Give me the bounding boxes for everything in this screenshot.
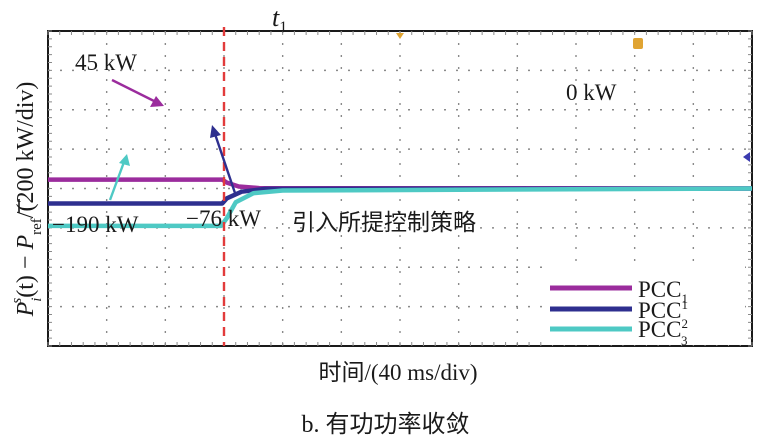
arrow-minus190kw [108, 161, 126, 201]
legend-box [545, 266, 745, 345]
legend-label-2: PCC1 [638, 297, 688, 323]
annotation-45kw: 45 kW [75, 50, 137, 75]
arrowhead-minus76kw [210, 125, 221, 138]
annotation-minus190kw: −190 kW [52, 212, 139, 237]
arrow-minus76kw [213, 133, 238, 197]
x-axis-label: 时间/(40 ms/div) [318, 360, 477, 385]
y-label-t1: (t) − [13, 250, 39, 298]
trigger-marker-icon [396, 33, 404, 39]
channel-marker-icon [633, 38, 643, 49]
annotation-strategy: 引入所提控制策略 [292, 210, 476, 235]
legend-label-3: PCC2 3 [638, 316, 688, 348]
series-line-3 [48, 186, 753, 229]
figure-caption: b. 有功功率收敛 [301, 412, 470, 438]
y-label-p: P [13, 301, 39, 317]
y-label-sub-ref: ref [29, 218, 45, 235]
y-label-pbar: P [13, 235, 39, 251]
level-marker-icon [743, 152, 750, 162]
legend-label-1: PCC1 [638, 277, 688, 306]
y-label-sup-s: s [9, 298, 25, 304]
annotations: 45 kW 0 kW −190 kW −76 kW 引入所提控制策略 [52, 50, 617, 237]
event-label: t1 [272, 3, 287, 36]
legend: PCC1 PCC1 PCC2 3 [545, 266, 745, 348]
arrowhead-45kw [150, 96, 164, 107]
annotation-0kw: 0 kW [566, 80, 617, 105]
y-label-sub-i: i [29, 298, 45, 302]
arrow-45kw [111, 78, 159, 105]
arrowhead-minus190kw [119, 154, 130, 166]
y-label-tail: /(200 kW/div) [13, 82, 39, 219]
y-axis-label: Pis(t) − Pref/(200 kW/div) [9, 82, 45, 318]
annotation-minus76kw: −76 kW [186, 206, 261, 231]
